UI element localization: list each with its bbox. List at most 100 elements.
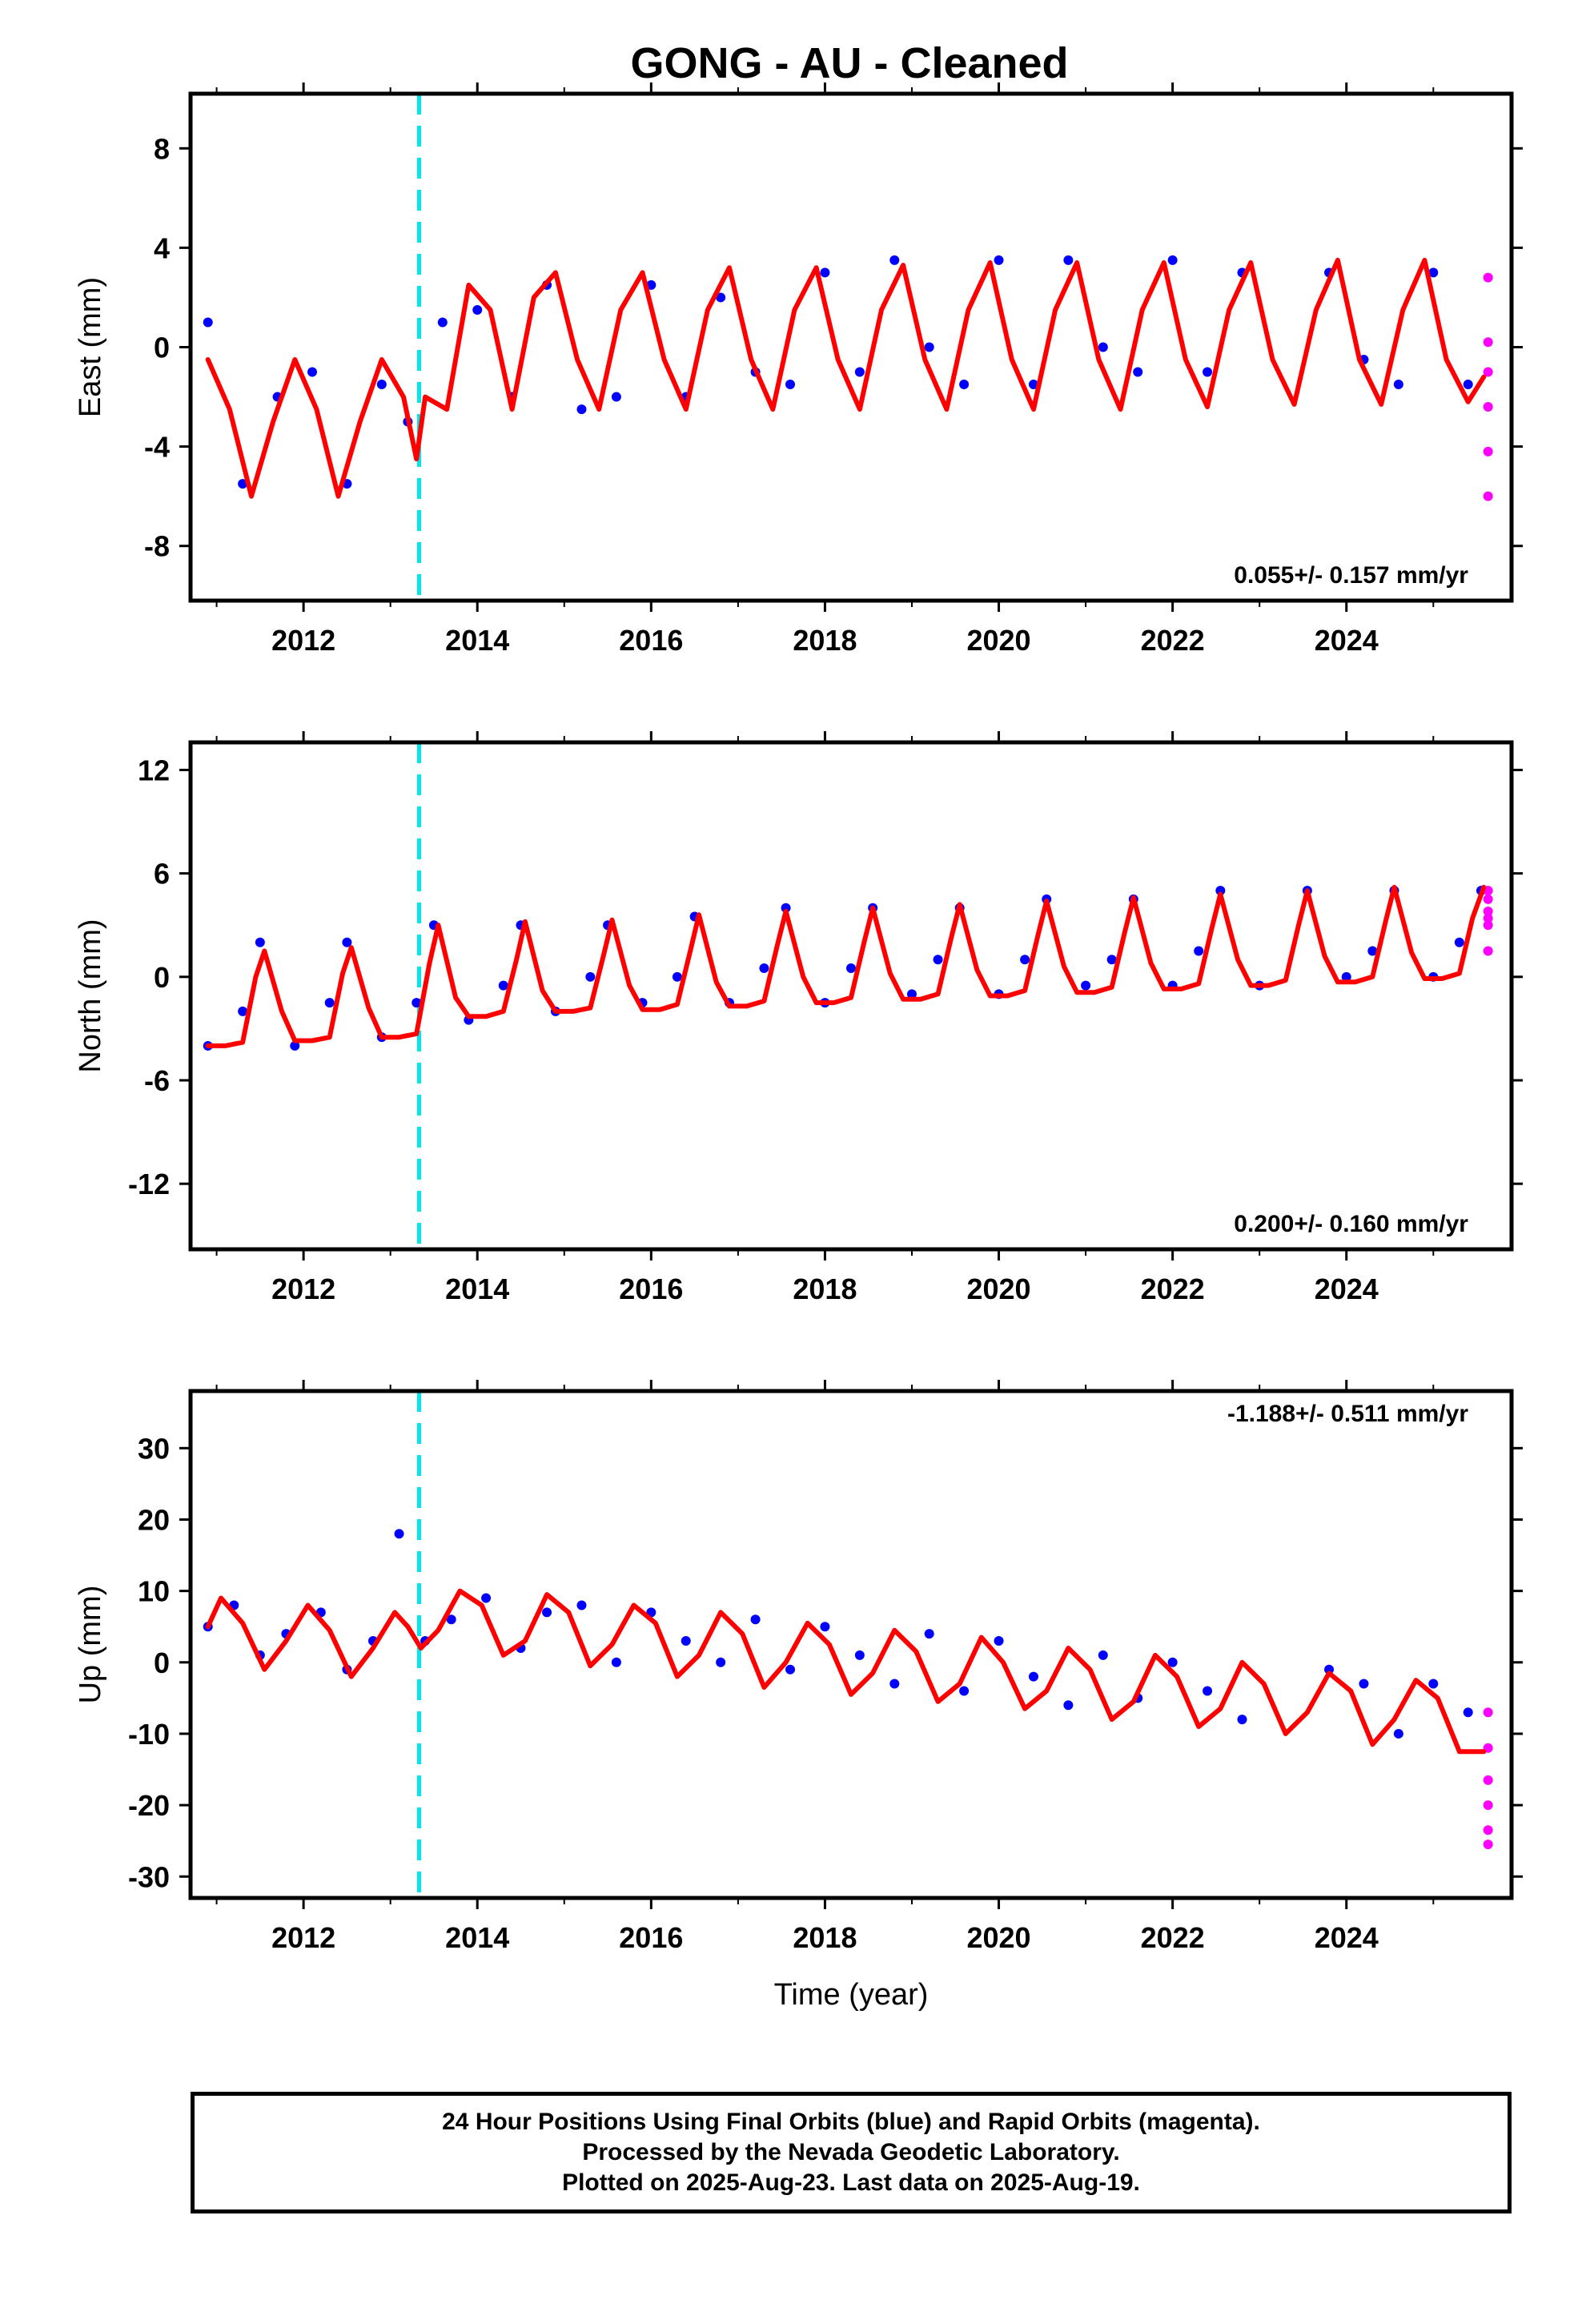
footer-caption-box: 24 Hour Positions Using Final Orbits (bl… [191, 2092, 1512, 2213]
up-data-point [889, 1679, 900, 1689]
up-data-point [446, 1614, 456, 1625]
up-data-point [750, 1614, 761, 1625]
north-data-point [906, 989, 917, 999]
up-data-point [785, 1664, 796, 1675]
north-data-point [290, 1040, 300, 1051]
up-y-tick-label: 30 [138, 1432, 170, 1465]
east-data-point [716, 292, 726, 303]
east-data-point [576, 404, 587, 415]
up-data-point [820, 1622, 830, 1632]
north-rate-annotation: 0.200+/- 0.160 mm/yr [1234, 1211, 1468, 1237]
east-data-point [1063, 255, 1074, 265]
east-data-point [889, 255, 900, 265]
north-plot-frame [188, 740, 1514, 1252]
up-data-point [1063, 1700, 1074, 1711]
up-y-tick-label: 20 [138, 1503, 170, 1536]
east-y-tick-label: 8 [154, 132, 170, 165]
up-final-orbit-points [203, 1529, 1473, 1739]
north-x-tick-label: 2018 [793, 1273, 857, 1305]
north-data-point [1483, 907, 1493, 916]
north-y-tick-label: -6 [144, 1064, 170, 1097]
north-data-point [1483, 894, 1493, 904]
east-data-point [1203, 367, 1213, 377]
east-data-point [307, 367, 317, 377]
north-model-line [205, 884, 1487, 1048]
east-data-point [1428, 267, 1439, 278]
north-data-point [238, 1006, 248, 1016]
north-x-tick-label: 2014 [445, 1273, 509, 1305]
east-y-tick-label: 4 [154, 231, 170, 264]
up-data-point [1463, 1707, 1473, 1718]
east-y-tick-label: -8 [144, 530, 170, 563]
north-data-point [1020, 955, 1030, 965]
up-x-tick-label: 2024 [1315, 1921, 1379, 1954]
north-data-point [1454, 937, 1464, 947]
north-data-point [1483, 946, 1493, 956]
up-y-tick-label: 10 [138, 1575, 170, 1608]
east-data-point [1483, 401, 1493, 412]
east-data-point [472, 304, 483, 315]
east-data-point [820, 267, 830, 278]
up-data-point [1393, 1728, 1403, 1739]
chart-title: GONG - AU - Cleaned [630, 39, 1068, 87]
north-x-tick-label: 2024 [1315, 1273, 1379, 1305]
east-x-tick-label: 2024 [1315, 624, 1379, 657]
east-x-tick-label: 2016 [619, 624, 683, 657]
north-data-point [255, 937, 265, 947]
east-data-point [203, 317, 213, 328]
up-x-axis-label: Time (year) [774, 1978, 929, 2012]
north-data-point [412, 998, 422, 1008]
north-y-axis-label: North (mm) [74, 919, 107, 1072]
north-data-point [1483, 920, 1493, 931]
panel-north: 2012 2014 2016 2018 2020 2022 2024 -12 -6 0 6 12 Nor… [74, 731, 1523, 1305]
up-data-point [924, 1629, 934, 1639]
up-data-point [1098, 1650, 1108, 1660]
up-data-point [1483, 1800, 1493, 1811]
up-data-point [854, 1650, 865, 1660]
north-data-point [1106, 955, 1117, 965]
north-data-point [759, 963, 769, 974]
up-y-tick-label: -20 [128, 1789, 170, 1822]
up-data-point [1359, 1679, 1369, 1689]
up-data-point [1483, 1707, 1493, 1718]
north-data-point [585, 971, 596, 982]
up-y-tick-label: -30 [128, 1860, 170, 1893]
up-y-tick-label: -10 [128, 1718, 170, 1751]
east-data-point [1483, 367, 1493, 377]
east-plot-frame [188, 91, 1514, 603]
north-x-tick-label: 2016 [619, 1273, 683, 1305]
east-data-point [785, 380, 796, 390]
east-y-axis-label: East (mm) [74, 277, 107, 417]
up-data-point [1483, 1825, 1493, 1835]
north-y-tick-label: 0 [154, 961, 170, 994]
east-x-tick-label: 2012 [271, 624, 335, 657]
up-x-tick-label: 2014 [445, 1921, 509, 1954]
east-data-point [1167, 255, 1178, 265]
north-y-tick-label: 12 [138, 754, 170, 786]
up-y-tick-label: 0 [154, 1647, 170, 1679]
up-x-tick-label: 2020 [966, 1921, 1030, 1954]
north-x-tick-label: 2022 [1141, 1273, 1205, 1305]
up-plot-area [203, 1391, 1493, 1898]
north-data-point [672, 971, 682, 982]
chart-canvas: GONG - AU - Cleaned 2012 2014 2016 2018 2020… [74, 39, 1523, 2012]
up-data-point [1237, 1715, 1247, 1725]
north-y-tick-label: 6 [154, 858, 170, 891]
north-x-tick-label: 2012 [271, 1273, 335, 1305]
east-data-point [1393, 380, 1403, 390]
up-x-tick-label: 2012 [271, 1921, 335, 1954]
up-data-point [394, 1529, 404, 1539]
east-data-point [854, 367, 865, 377]
east-x-tick-label: 2018 [793, 624, 857, 657]
east-data-point [1098, 342, 1108, 352]
east-data-point [646, 279, 656, 290]
up-x-tick-label: 2022 [1141, 1921, 1205, 1954]
east-data-point [238, 479, 248, 489]
up-data-point [959, 1686, 970, 1696]
up-data-point [611, 1657, 621, 1667]
north-plot-area [203, 742, 1493, 1249]
east-data-point [1483, 446, 1493, 456]
north-rapid-orbit-points [1483, 886, 1493, 956]
east-data-point [1483, 272, 1493, 283]
